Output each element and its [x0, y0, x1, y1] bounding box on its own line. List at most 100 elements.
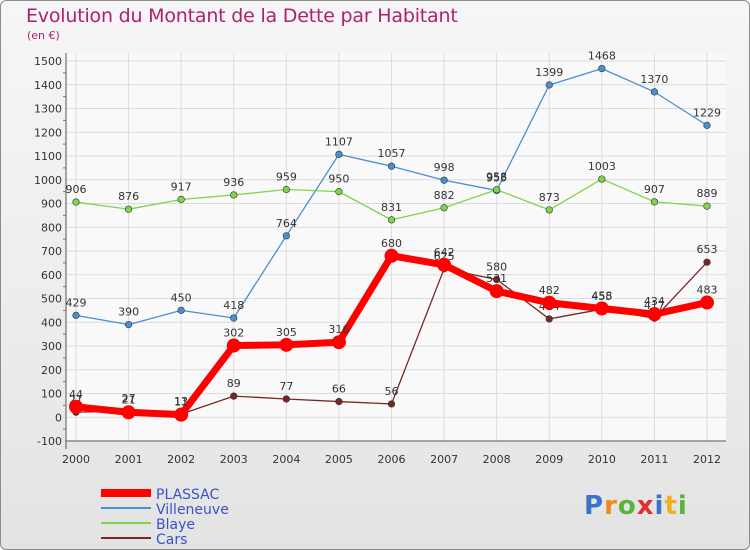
data-point-plassac — [542, 295, 557, 310]
x-tick-label: 2007 — [430, 453, 458, 466]
x-tick-label: 2006 — [378, 453, 406, 466]
proxiti-logo: Proxiti — [584, 491, 688, 521]
x-tick-label: 2001 — [115, 453, 143, 466]
x-tick-label: 2010 — [588, 453, 616, 466]
data-point-plassac — [69, 399, 83, 414]
data-label-blaye: 889 — [697, 187, 718, 200]
data-point-blaye — [335, 188, 343, 196]
data-point-plassac — [647, 307, 662, 322]
x-tick-label: 2005 — [325, 453, 353, 466]
data-point-blaye — [493, 186, 501, 194]
data-point-villeneuve — [545, 81, 553, 89]
data-point-cars — [335, 397, 343, 406]
data-label-plassac: 302 — [223, 327, 244, 340]
data-point-villeneuve — [440, 176, 448, 184]
data-point-plassac — [279, 337, 294, 352]
chart-title: Evolution du Montant de la Dette par Hab… — [26, 5, 458, 27]
y-tick-label: 900 — [41, 198, 62, 211]
data-label-plassac: 434 — [644, 295, 665, 308]
data-point-villeneuve — [230, 314, 238, 322]
y-tick-label: 600 — [41, 269, 62, 282]
data-point-blaye — [703, 202, 711, 210]
plot-area — [66, 53, 726, 441]
y-tick-label: 200 — [41, 364, 62, 377]
data-label-plassac: 11 — [174, 396, 188, 409]
data-label-villeneuve: 1468 — [588, 50, 616, 63]
data-label-blaye: 936 — [223, 176, 244, 189]
data-label-blaye: 959 — [276, 170, 297, 183]
data-label-plassac: 482 — [539, 284, 560, 297]
data-point-villeneuve — [650, 88, 659, 96]
data-label-cars: 77 — [279, 380, 293, 393]
data-label-plassac: 316 — [328, 323, 349, 336]
y-tick-label: 400 — [41, 316, 62, 329]
data-label-blaye: 950 — [328, 173, 349, 186]
data-point-blaye — [124, 205, 133, 213]
data-label-villeneuve: 1107 — [325, 135, 353, 148]
data-point-villeneuve — [72, 311, 80, 319]
data-label-villeneuve: 429 — [66, 296, 87, 309]
data-label-plassac: 44 — [69, 388, 83, 401]
data-label-blaye: 1003 — [588, 160, 616, 173]
data-point-cars — [282, 395, 290, 403]
x-tick-label: 2003 — [220, 453, 248, 466]
y-tick-label: 800 — [41, 221, 62, 234]
data-label-plassac: 531 — [486, 272, 507, 285]
data-point-villeneuve — [703, 121, 711, 129]
legend-label-cars: Cars — [156, 532, 187, 548]
y-tick-label: 0 — [55, 411, 62, 424]
data-label-villeneuve: 1057 — [378, 147, 406, 160]
legend-label-villeneuve: Villeneuve — [156, 502, 229, 518]
y-tick-label: 1000 — [34, 174, 62, 187]
data-label-plassac: 642 — [434, 246, 455, 259]
data-label-blaye: 831 — [381, 201, 402, 214]
data-label-plassac: 21 — [122, 393, 136, 406]
data-point-blaye — [230, 191, 238, 199]
y-tick-label: 1100 — [34, 150, 62, 163]
data-point-blaye — [72, 198, 80, 206]
data-label-blaye: 917 — [171, 180, 192, 193]
data-label-blaye: 873 — [539, 191, 560, 204]
y-tick-label: 500 — [41, 293, 62, 306]
data-label-cars: 56 — [385, 385, 399, 398]
data-label-villeneuve: 1229 — [693, 106, 721, 119]
data-label-cars: 89 — [227, 377, 241, 390]
data-point-plassac — [700, 295, 714, 310]
data-label-cars: 653 — [697, 243, 718, 256]
data-point-plassac — [437, 257, 452, 272]
y-tick-label: 100 — [41, 388, 62, 401]
data-label-cars: 625 — [434, 250, 455, 263]
data-point-cars — [230, 392, 238, 400]
y-tick-label: 1200 — [34, 126, 62, 139]
data-point-blaye — [440, 204, 448, 212]
data-point-plassac — [121, 405, 136, 420]
y-tick-label: 300 — [41, 340, 62, 353]
data-label-cars: 417 — [644, 299, 665, 312]
x-tick-label: 2012 — [693, 453, 721, 466]
x-tick-label: 2011 — [640, 453, 668, 466]
x-tick-label: 2000 — [62, 453, 90, 466]
data-label-villeneuve: 450 — [171, 291, 192, 304]
data-point-blaye — [545, 206, 553, 214]
x-tick-label: 2004 — [272, 453, 300, 466]
data-point-villeneuve — [598, 64, 606, 73]
data-label-blaye: 906 — [66, 183, 87, 196]
data-label-cars: 455 — [591, 290, 612, 303]
data-label-plassac: 680 — [381, 237, 402, 250]
x-tick-label: 2002 — [167, 453, 195, 466]
data-point-blaye — [282, 185, 290, 194]
data-point-villeneuve — [177, 306, 185, 314]
data-label-villeneuve: 955 — [486, 171, 507, 184]
data-point-blaye — [387, 216, 396, 224]
data-point-villeneuve — [124, 321, 133, 329]
data-point-blaye — [650, 198, 659, 206]
data-label-plassac: 458 — [591, 289, 612, 302]
data-point-cars — [703, 258, 711, 266]
y-tick-label: 1500 — [34, 55, 62, 68]
data-label-blaye: 907 — [644, 183, 665, 196]
data-point-plassac — [384, 248, 399, 263]
data-point-plassac — [594, 301, 609, 316]
data-point-plassac — [331, 335, 346, 350]
